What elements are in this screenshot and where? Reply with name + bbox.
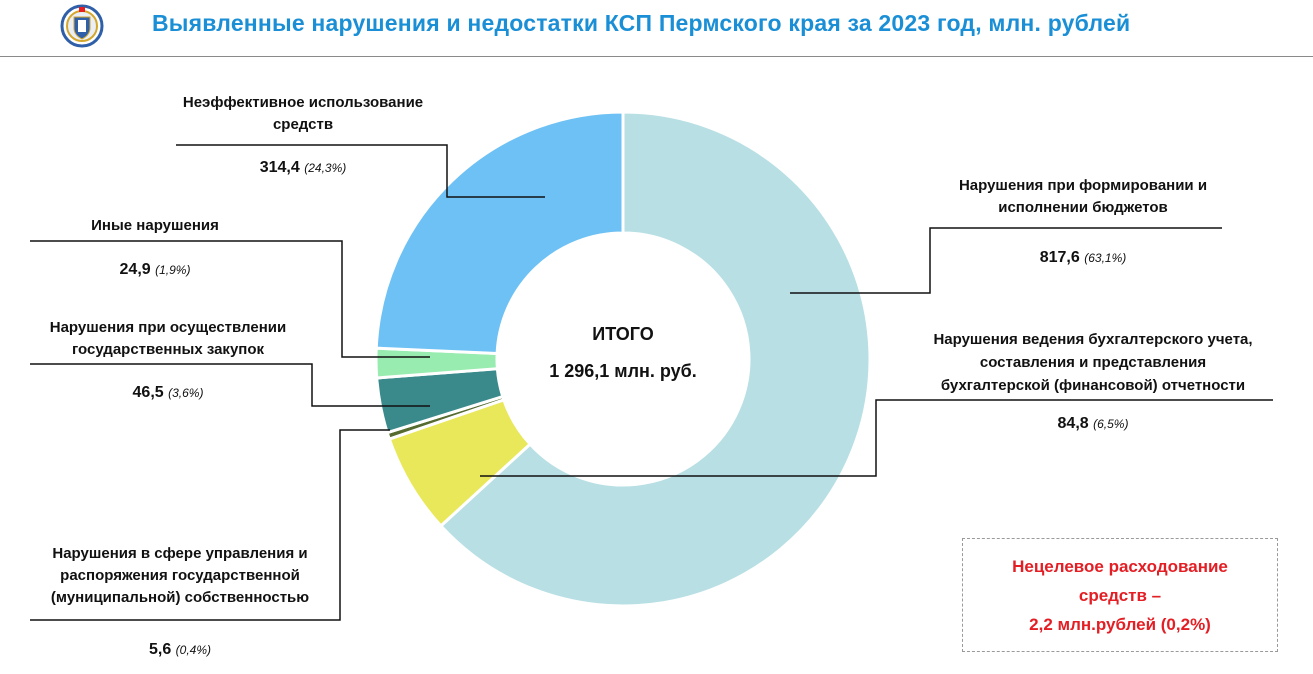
misuse-note-box: Нецелевое расходование средств – 2,2 млн… [962, 538, 1278, 652]
slice-label-property: распоряжения государственной [60, 567, 300, 584]
center-label-title: ИТОГО [592, 324, 653, 344]
slice-inefficient [374, 110, 625, 356]
slice-value-procurement: 46,5 (3,6%) [133, 384, 204, 401]
header: Выявленные нарушения и недостатки КСП Пе… [0, 0, 1313, 56]
leader-line-inefficient [176, 144, 545, 198]
slice-label-property: Нарушения в сфере управления и [52, 545, 307, 562]
slice-label-procurement: государственных закупок [72, 341, 265, 358]
slice-label-budget: Нарушения при формировании и [959, 177, 1207, 194]
slice-label-accounting: бухгалтерской (финансовой) отчетности [941, 377, 1245, 394]
leader-line-budget [790, 227, 1222, 294]
note-line-1: Нецелевое расходование [1012, 556, 1228, 576]
donut-slices [374, 110, 872, 608]
leader-line-accounting [480, 399, 1273, 477]
header-divider [0, 56, 1313, 57]
slice-value-budget: 817,6 (63,1%) [1040, 249, 1127, 266]
slice-value-inefficient: 314,4 (24,3%) [260, 159, 347, 176]
slice-label-accounting: Нарушения ведения бухгалтерского учета, [933, 331, 1252, 348]
emblem-shield-icon [60, 4, 104, 48]
slice-value-accounting: 84,8 (6,5%) [1058, 415, 1129, 432]
leader-lines [30, 144, 1273, 621]
center-label-total: 1 296,1 млн. руб. [549, 361, 697, 381]
slice-budget [438, 110, 872, 608]
leader-line-property [30, 429, 390, 621]
slice-label-inefficient: средств [273, 116, 333, 133]
slice-labels: Нарушения при формировании и исполнении б… [50, 94, 1253, 658]
slice-label-inefficient: Неэффективное использование [183, 94, 423, 111]
slice-label-accounting: составления и представления [980, 354, 1206, 371]
slice-label-property: (муниципальной) собственностью [51, 589, 309, 606]
leader-line-procurement [30, 363, 430, 407]
slice-value-property: 5,6 (0,4%) [149, 641, 211, 658]
page-title: Выявленные нарушения и недостатки КСП Пе… [152, 10, 1131, 36]
slice-label-budget: исполнении бюджетов [998, 199, 1168, 216]
note-line-3: 2,2 млн.рублей (0,2%) [1029, 614, 1211, 634]
slice-label-other: Иные нарушения [91, 217, 219, 234]
slice-label-procurement: Нарушения при осуществлении [50, 319, 286, 336]
slice-value-other: 24,9 (1,9%) [120, 261, 191, 278]
note-line-2: средств – [1078, 585, 1162, 605]
leader-line-other [30, 240, 430, 358]
